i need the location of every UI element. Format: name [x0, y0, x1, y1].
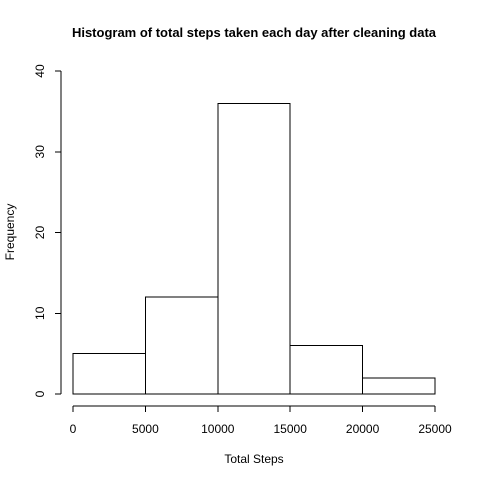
x-tick-label-1: 5000 — [132, 422, 159, 436]
histogram-bar-2 — [217, 102, 291, 395]
x-tick-label-0: 0 — [70, 422, 77, 436]
x-tick-label-4: 20000 — [346, 422, 380, 436]
y-tick-label-1: 10 — [33, 306, 47, 320]
y-axis: 0 10 20 30 40 — [33, 64, 62, 397]
y-axis-label: Frequency — [3, 204, 17, 261]
bars-layer — [72, 102, 436, 395]
histogram-bar-3 — [289, 345, 364, 395]
x-tick-label-3: 15000 — [274, 422, 308, 436]
x-tick-label-5: 25000 — [418, 422, 452, 436]
y-tick-label-2: 20 — [33, 226, 47, 240]
histogram-bar-0 — [72, 353, 146, 395]
y-tick-label-0: 0 — [33, 390, 47, 397]
y-tick-label-3: 30 — [33, 145, 47, 159]
histogram-bar-1 — [144, 296, 219, 395]
histogram-bar-4 — [362, 377, 436, 395]
x-axis: 0 5000 10000 15000 20000 25000 — [70, 405, 452, 436]
x-tick-label-2: 10000 — [201, 422, 235, 436]
y-tick-label-4: 40 — [33, 64, 47, 78]
chart-title: Histogram of total steps taken each day … — [72, 25, 437, 40]
x-axis-label: Total Steps — [224, 452, 283, 466]
